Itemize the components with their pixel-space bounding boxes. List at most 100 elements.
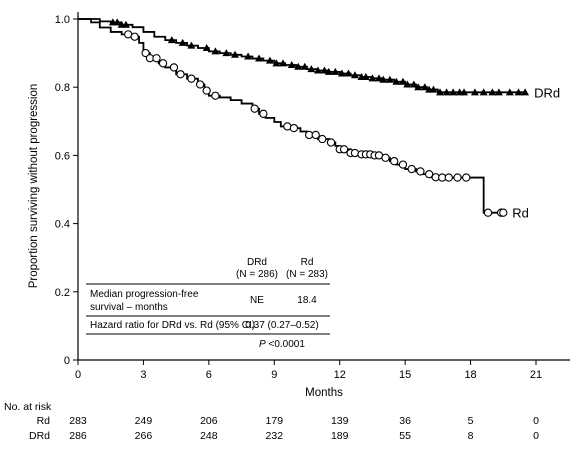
at-risk-rd-3: 179 [266,415,284,427]
censor-mark-drd-51 [514,88,523,96]
censor-mark-rd-33 [416,167,425,176]
axis-ticks: 0 3 6 9 12 15 18 21 0 0.2 0.4 0.6 0.8 1.0 [55,14,542,381]
y-axis-title: Proportion surviving without progression [28,84,40,289]
censor-mark-drd-23 [331,67,340,75]
x-tick-label-0: 0 [75,369,81,381]
censor-mark-drd-9 [222,49,231,57]
censor-mark-rd-8 [187,74,196,83]
censor-mark-drd-30 [374,74,383,82]
x-axis-title: Months [305,387,343,399]
p-prefix: P [259,339,266,350]
censor-mark-rd-9 [195,80,205,89]
censor-mark-rd-6 [169,63,179,72]
inset-table: DRd (N = 286) Rd (N = 283) Median progre… [86,257,330,350]
censor-mark-rd-1 [130,32,139,41]
table-row2-label: Hazard ratio for DRd vs. Rd (95% CI) [90,320,255,331]
censor-mark-rd-13 [259,109,268,118]
censor-mark-rd-31 [398,160,408,169]
censor-mark-drd-21 [320,66,329,74]
censor-mark-rd-12 [250,104,259,113]
km-line-rd [78,18,504,214]
censor-mark-drd-8 [211,47,220,55]
x-tick-label-1: 3 [140,369,146,381]
censor-mark-drd-1 [113,18,122,26]
censor-mark-rd-4 [152,54,161,63]
x-tick-label-4: 12 [334,369,346,381]
censor-mark-rd-15 [289,123,299,133]
censor-mark-drd-19 [307,65,316,73]
censor-mark-drd-18 [300,62,309,70]
table-row1-label-a: Median progression-free [90,289,199,300]
censor-mark-drd-28 [361,72,370,80]
censor-mark-drd-45 [460,88,469,96]
censor-mark-rd-5 [158,59,168,68]
at-risk-drd-1: 266 [135,430,153,442]
censor-mark-drd-15 [279,59,288,67]
censor-mark-rd-10 [202,86,211,95]
at-risk-rd-7: 0 [533,415,539,427]
censor-mark-rd-17 [311,130,320,140]
at-risk-rd-4: 139 [331,415,349,427]
x-tick-label-2: 6 [206,369,212,381]
at-risk-drd-5: 55 [399,430,411,442]
x-tick-label-6: 18 [464,369,476,381]
censor-mark-drd-38 [420,83,429,91]
censor-mark-drd-41 [436,88,445,96]
y-tick-label-5: 1.0 [55,14,70,26]
censor-mark-drd-31 [379,75,388,83]
censor-mark-rd-2 [141,48,150,58]
y-tick-label-3: 0.6 [55,150,70,162]
at-risk-row-label-drd: DRd [29,430,50,442]
censor-mark-rd-21 [339,145,349,154]
table-p-value: P <0.0001 [259,339,305,350]
censor-mark-drd-3 [121,20,130,28]
censor-mark-rd-32 [407,164,416,174]
at-risk-drd-4: 189 [331,430,349,442]
table-row1-rd: 18.4 [297,295,317,306]
end-mark-rd [499,208,508,217]
x-tick-label-5: 15 [399,369,411,381]
censor-mark-drd-6 [187,41,196,49]
x-tick-label-3: 9 [271,369,277,381]
at-risk-rd-5: 36 [399,415,411,427]
at-risk-drd-2: 248 [200,430,218,442]
censor-mark-drd-42 [442,88,451,96]
censor-mark-drd-37 [414,83,423,91]
censor-mark-rd-11 [211,91,220,100]
at-risk-header: No. at risk [4,401,52,413]
km-line-drd [78,18,526,94]
censor-mark-drd-24 [337,69,346,77]
censor-mark-drd-22 [324,67,333,75]
censor-mark-drd-11 [244,52,253,60]
censor-mark-drd-20 [313,66,322,74]
at-risk-rd-0: 283 [69,415,87,427]
censor-mark-drd-34 [398,77,407,85]
censor-mark-rd-23 [350,148,360,158]
censor-mark-drd-36 [409,80,418,88]
censor-mark-drd-16 [287,61,296,69]
censor-mark-rd-40 [483,208,493,217]
censor-mark-drd-47 [479,88,488,96]
censor-mark-drd-33 [392,77,401,85]
survival-curves [78,18,530,217]
table-header-rd: Rd [301,257,314,268]
censor-mark-rd-34 [424,170,434,179]
at-risk-drd-7: 0 [533,430,539,442]
censor-mark-drd-43 [449,88,458,96]
censor-mark-rd-39 [462,173,471,182]
censor-mark-drd-48 [488,88,497,96]
at-risk-row-label-rd: Rd [37,415,51,427]
censor-mark-drd-25 [344,69,353,77]
censor-mark-drd-14 [272,59,281,67]
at-risk-rd-1: 249 [135,415,153,427]
censor-mark-drd-10 [231,50,240,58]
series-label-drd: DRd [534,85,560,100]
censor-mark-rd-30 [390,157,399,166]
table-header-rd-n: (N = 283) [286,269,328,280]
at-risk-drd-0: 286 [69,430,87,442]
censor-mark-drd-32 [385,75,394,83]
censor-mark-drd-12 [255,54,264,62]
at-risk-rd-2: 206 [200,415,218,427]
censor-mark-rd-38 [453,173,462,182]
at-risk-rd-6: 5 [468,415,474,427]
